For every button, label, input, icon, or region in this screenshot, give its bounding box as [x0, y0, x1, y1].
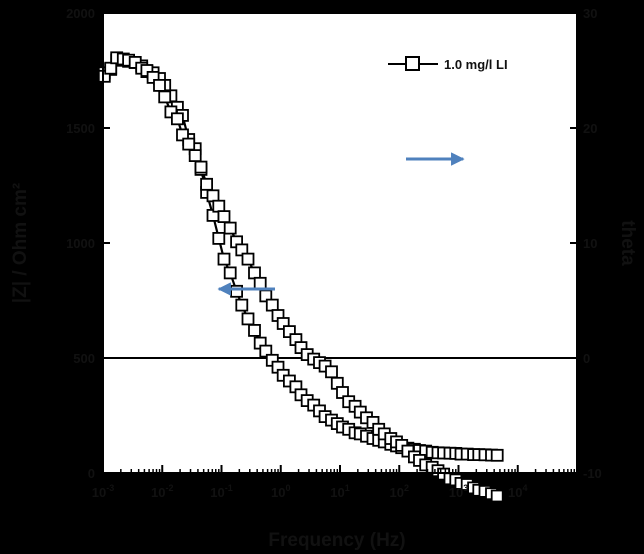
y-right-axis-title: theta	[617, 220, 638, 266]
x-tick-label: 10-1	[210, 483, 232, 500]
x-tick-base: 10	[390, 485, 404, 500]
y-left-tick-label: 0	[88, 466, 95, 481]
plot-area	[103, 13, 577, 473]
modulus-data-point	[223, 266, 237, 280]
x-tick-base: 10	[151, 485, 165, 500]
phase-data-point	[325, 365, 338, 379]
y-left-tick-label: 1500	[66, 121, 95, 136]
phase-data-point	[206, 189, 220, 203]
y-right-tick-label: 30	[583, 6, 597, 21]
phase-data-point	[188, 149, 202, 163]
modulus-data-point	[230, 284, 244, 298]
phase-data-point	[265, 298, 279, 312]
phase-data-point	[170, 112, 184, 126]
x-tick-exponent: 0	[285, 483, 290, 493]
legend-marker	[405, 56, 420, 71]
phase-data-point	[241, 252, 255, 266]
modulus-data-point	[217, 252, 231, 266]
x-tick-label: 100	[271, 483, 290, 500]
x-tick-exponent: -1	[225, 483, 233, 493]
phase-data-point	[200, 177, 214, 191]
x-tick-base: 10	[271, 485, 285, 500]
x-tick-label: 10-3	[92, 483, 114, 500]
x-tick-exponent: 3	[463, 483, 468, 493]
x-tick-label: 102	[390, 483, 409, 500]
phase-data-point	[212, 199, 226, 213]
y-left-axis-title: |Z| / Ohm cm²	[10, 183, 31, 303]
phase-data-point	[253, 276, 267, 290]
x-tick-base: 10	[330, 485, 344, 500]
x-tick-base: 10	[210, 485, 224, 500]
modulus-data-point	[235, 298, 249, 312]
phase-data-point	[182, 137, 196, 151]
y-right-tick-label: 10	[583, 236, 597, 251]
x-tick-base: 10	[92, 485, 106, 500]
x-tick-exponent: -2	[165, 483, 173, 493]
legend-label: 1.0 mg/l LI	[444, 57, 508, 72]
phase-data-point	[223, 221, 237, 235]
phase-data-point	[282, 325, 296, 339]
x-tick-exponent: 2	[404, 483, 409, 493]
phase-data-point	[217, 210, 231, 224]
axis-arrows	[217, 152, 465, 296]
x-tick-exponent: -3	[106, 483, 114, 493]
x-tick-exponent: 4	[522, 483, 527, 493]
y-left-tick-label: 2000	[66, 6, 95, 21]
series-markers	[97, 51, 504, 503]
phase-data-point	[490, 489, 504, 503]
y-left-tick-label: 1000	[66, 236, 95, 251]
y-left-tick-label: 500	[73, 351, 95, 366]
y-right-tick-label: 0	[583, 351, 590, 366]
phase-data-point	[194, 160, 208, 174]
axis-ticks	[102, 12, 578, 474]
modulus-data-point	[212, 231, 226, 245]
x-tick-label: 10-2	[151, 483, 173, 500]
phase-data-point	[164, 105, 178, 119]
x-tick-base: 10	[449, 485, 463, 500]
x-tick-label: 101	[330, 483, 349, 500]
modulus-data-point	[490, 448, 504, 462]
x-tick-base: 10	[508, 485, 522, 500]
x-tick-exponent: 1	[345, 483, 350, 493]
x-tick-label: 104	[508, 483, 527, 500]
modulus-data-point	[241, 312, 255, 326]
phase-data-point	[248, 266, 261, 280]
y-right-tick-label: 20	[583, 121, 597, 136]
phase-data-point	[153, 79, 166, 92]
phase-data-point	[158, 90, 172, 104]
phase-data-point	[104, 61, 118, 75]
y-right-tick-label: -10	[583, 466, 602, 481]
tick-labels: 10-3 10-2 10-1 100 101 102 103 1040500100015002…	[66, 6, 602, 500]
x-axis-title: Frequency (Hz)	[268, 530, 405, 551]
modulus-data-point	[248, 323, 261, 337]
legend: 1.0 mg/l LI	[388, 56, 508, 72]
x-tick-label: 103	[449, 483, 468, 500]
modulus-data-point	[259, 344, 273, 358]
